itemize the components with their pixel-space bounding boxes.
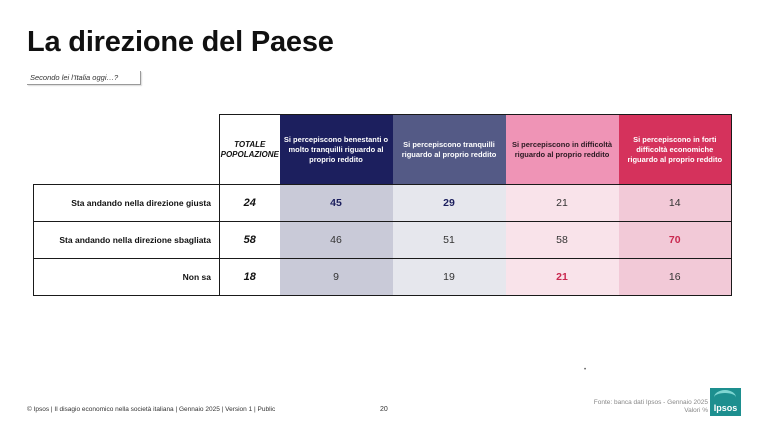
results-table: TOTALE POPOLAZIONE Si percepiscono benes… [33,114,732,296]
logo-text: Ipsos [713,403,738,413]
header-group-benestanti: Si percepiscono benestanti o molto tranq… [279,114,393,185]
page-title: La direzione del Paese [27,26,334,58]
row-label: Sta andando nella direzione sbagliata [33,221,220,259]
question-label: Secondo lei l'Italia oggi…? [27,71,141,85]
value-cell: 14 [618,184,732,222]
total-cell: 24 [219,184,280,222]
row-label: Non sa [33,258,220,296]
table-row: Sta andando nella direzione giusta 24 45… [33,184,732,222]
table-row: Sta andando nella direzione sbagliata 58… [33,221,732,259]
page-number: 20 [380,406,388,413]
header-group-forti-difficolta: Si percepiscono in forti difficoltà econ… [618,114,732,185]
total-cell: 18 [219,258,280,296]
logo-arc-icon [714,390,736,405]
table-row: Non sa 18 9 19 21 16 [33,258,732,296]
value-cell: 70 [618,221,732,259]
source-note: Fonte: banca dati Ipsos - Gennaio 2025 V… [586,399,708,415]
value-cell: 21 [505,184,619,222]
values-unit-note: Valori % [684,407,708,414]
footer-copyright: © Ipsos | Il disagio economico nella soc… [27,406,276,413]
value-cell: 46 [279,221,393,259]
value-cell: 19 [392,258,506,296]
header-group-tranquilli: Si percepiscono tranquilli riguardo al p… [392,114,506,185]
source-line: Fonte: banca dati Ipsos - Gennaio 2025 [593,399,708,406]
total-cell: 58 [219,221,280,259]
ipsos-logo: Ipsos [710,388,741,416]
row-label: Sta andando nella direzione giusta [33,184,220,222]
value-cell: 29 [392,184,506,222]
value-cell: 51 [392,221,506,259]
value-cell: 21 [505,258,619,296]
table-header-row: TOTALE POPOLAZIONE Si percepiscono benes… [34,114,732,185]
value-cell: 58 [505,221,619,259]
decorative-dot: • [584,367,587,373]
header-empty-cell [34,115,220,185]
header-group-difficolta: Si percepiscono in difficoltà riguardo a… [505,114,619,185]
value-cell: 9 [279,258,393,296]
value-cell: 16 [618,258,732,296]
value-cell: 45 [279,184,393,222]
header-total: TOTALE POPOLAZIONE [219,114,280,185]
